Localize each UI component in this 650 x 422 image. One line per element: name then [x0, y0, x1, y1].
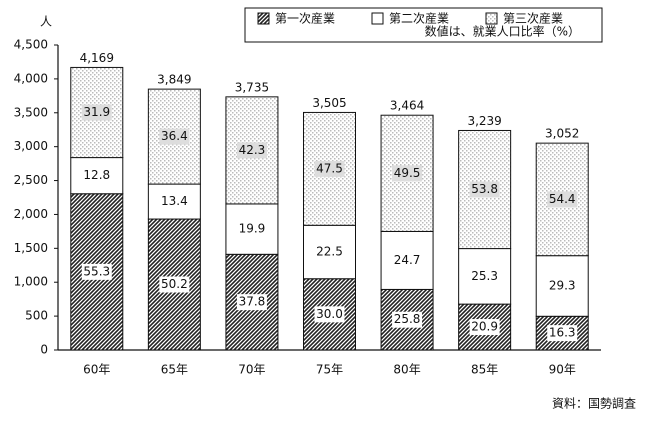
value-label: 37.8	[239, 295, 266, 309]
x-tick-label: 90年	[549, 363, 576, 377]
value-label: 25.8	[394, 312, 421, 326]
value-label: 54.4	[549, 192, 576, 206]
value-label: 31.9	[83, 105, 110, 119]
bar-segment	[225, 203, 279, 255]
value-label: 19.9	[239, 222, 266, 236]
y-tick-label: 500	[25, 309, 48, 323]
y-tick-label: 2,500	[14, 173, 48, 187]
total-label: 3,849	[157, 73, 191, 87]
x-tick-label: 80年	[393, 363, 420, 377]
label-bg	[81, 104, 112, 121]
value-label: 22.5	[316, 245, 343, 259]
label-bg	[469, 319, 500, 336]
legend-swatch	[257, 12, 270, 25]
legend-label: 第一次産業	[275, 11, 335, 26]
value-label: 16.3	[549, 326, 576, 340]
total-label: 3,239	[467, 114, 501, 128]
legend-swatch	[485, 12, 498, 25]
value-label: 29.3	[549, 278, 576, 292]
label-bg	[314, 306, 345, 323]
label-bg	[159, 276, 190, 293]
source: 資料：国勢調査	[552, 396, 636, 411]
value-label: 13.4	[161, 194, 188, 208]
legend-box	[244, 7, 603, 43]
value-label: 12.8	[83, 168, 110, 182]
value-label: 42.3	[239, 143, 266, 157]
label-bg	[392, 165, 423, 182]
label-bg	[547, 325, 578, 342]
value-label: 47.5	[316, 161, 343, 175]
y-tick-label: 0	[40, 343, 48, 357]
legend-label: 第二次産業	[389, 11, 449, 26]
y-axis-label: 人	[40, 15, 52, 29]
legend-label: 第三次産業	[503, 11, 563, 26]
bar-segment	[380, 230, 434, 290]
bar-segment	[147, 183, 201, 220]
value-label: 36.4	[161, 129, 188, 143]
y-tick-label: 1,500	[14, 241, 48, 255]
label-bg	[469, 181, 500, 198]
value-label: 24.7	[394, 253, 421, 267]
y-tick-label: 3,500	[14, 105, 48, 119]
label-bg	[392, 311, 423, 328]
y-tick-label: 4,500	[14, 38, 48, 52]
x-tick-label: 85年	[471, 363, 498, 377]
value-label: 53.8	[471, 182, 498, 196]
total-label: 4,169	[80, 51, 114, 65]
label-bg	[547, 191, 578, 208]
y-tick-label: 4,000	[14, 71, 48, 85]
label-bg	[81, 263, 112, 280]
y-tick-label: 2,000	[14, 207, 48, 221]
value-label: 25.3	[471, 269, 498, 283]
value-label: 20.9	[471, 320, 498, 334]
bar-segment	[535, 255, 589, 317]
label-bg	[159, 128, 190, 145]
value-label: 55.3	[83, 264, 110, 278]
label-bg	[236, 294, 267, 311]
x-tick-label: 70年	[238, 363, 265, 377]
subtitle: 数値は、就業人口比率（%）	[425, 24, 580, 39]
legend-swatch	[371, 12, 384, 25]
x-tick-label: 65年	[161, 363, 188, 377]
label-bg	[236, 142, 267, 159]
value-label: 30.0	[316, 307, 343, 321]
x-tick-label: 75年	[316, 363, 343, 377]
y-tick-label: 1,000	[14, 275, 48, 289]
total-label: 3,052	[545, 127, 579, 141]
bar-segment	[458, 248, 512, 305]
total-label: 3,735	[235, 80, 269, 94]
y-tick-label: 3,000	[14, 139, 48, 153]
value-label: 50.2	[161, 277, 188, 291]
label-bg	[314, 160, 345, 177]
total-label: 3,464	[390, 99, 424, 113]
bar-segment	[303, 224, 356, 280]
total-label: 3,505	[312, 96, 346, 110]
value-label: 49.5	[394, 166, 421, 180]
x-tick-label: 60年	[83, 363, 110, 377]
